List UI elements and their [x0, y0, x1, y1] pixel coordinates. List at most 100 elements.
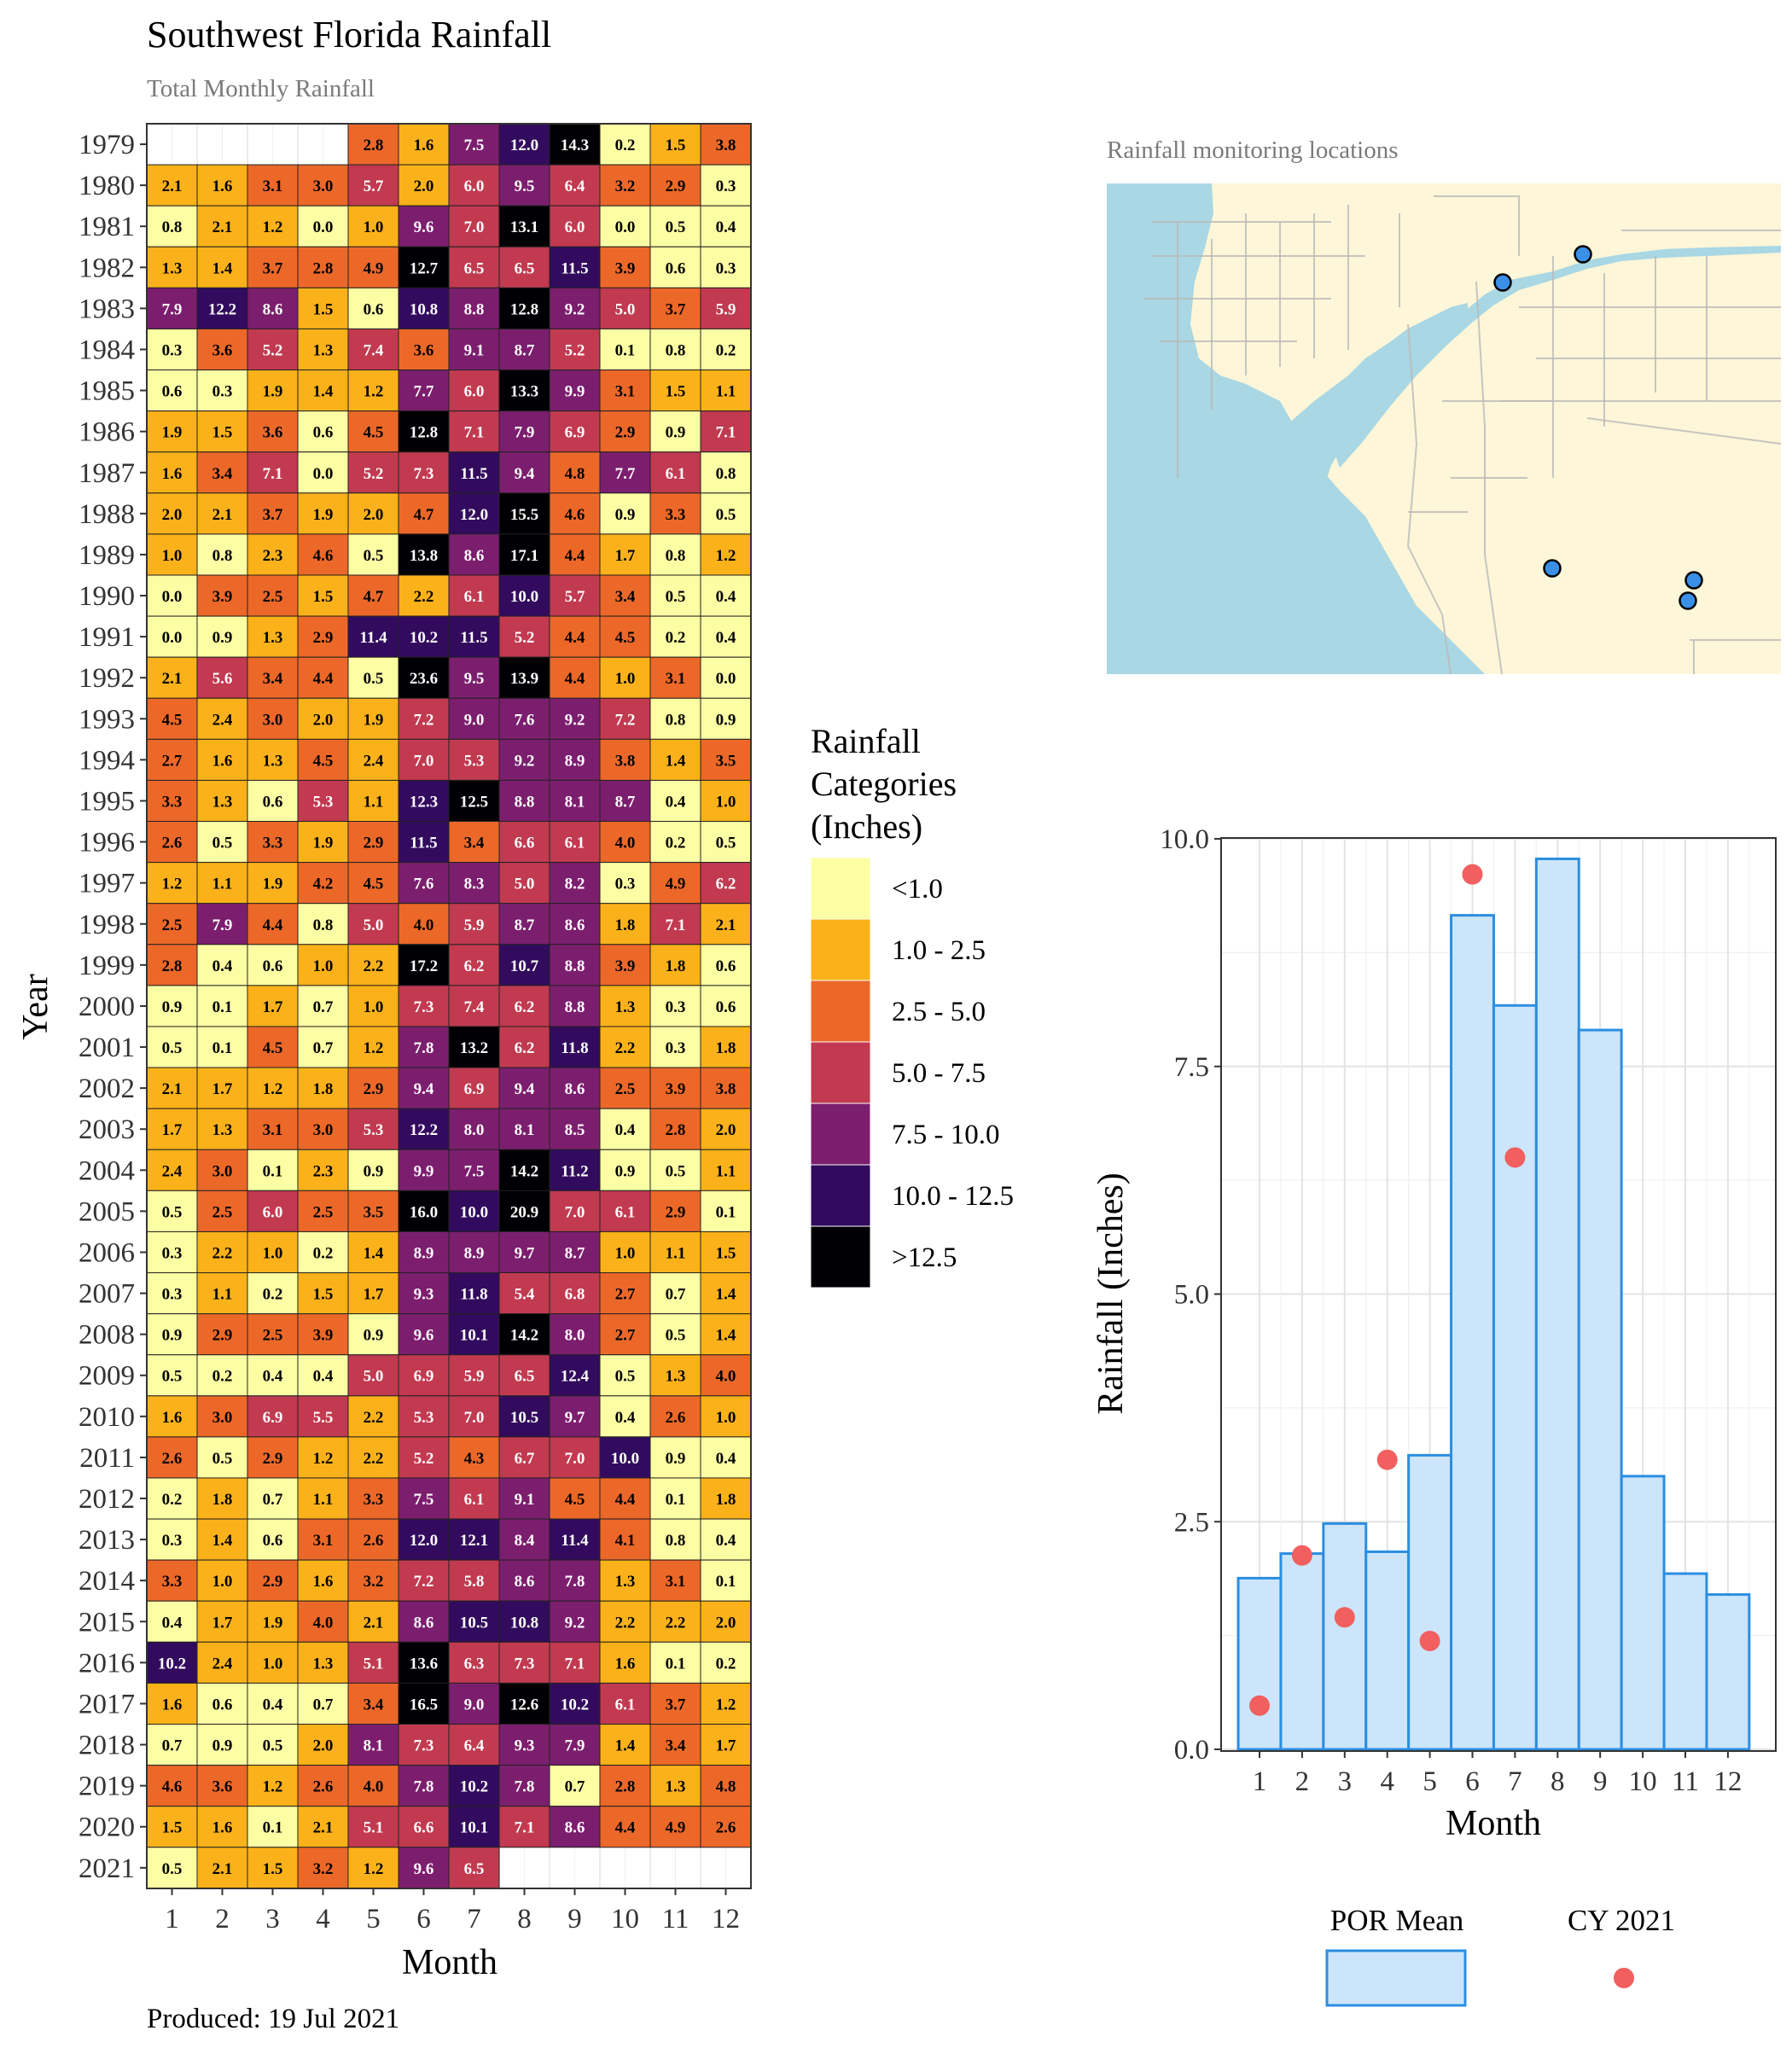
heatmap-cell-label: 7.6 [515, 711, 535, 729]
heatmap-y-tick-label: 1994 [79, 745, 135, 776]
heatmap-cell-label: 17.2 [410, 957, 438, 975]
heatmap-cell-label: 6.1 [464, 588, 485, 606]
heatmap-cell-label: 2.1 [212, 506, 233, 524]
heatmap-cell-label: 8.0 [464, 1121, 485, 1139]
heatmap-y-tick-label: 1999 [79, 951, 135, 981]
heatmap-cell-label: 2.3 [263, 547, 283, 565]
heatmap-cell-label: 8.1 [364, 1737, 384, 1755]
heatmap-cell [247, 164, 299, 207]
heatmap-cell-label: 8.2 [565, 876, 585, 893]
heatmap-x-tick-label: 9 [567, 1904, 582, 1935]
heatmap-cell [196, 1190, 248, 1232]
heatmap-cell-label: 11.4 [561, 1532, 589, 1550]
heatmap-cell [146, 410, 198, 453]
heatmap-cell-label: 12.4 [561, 1368, 590, 1386]
heatmap-cell [498, 615, 550, 658]
point-cy-2021 [1334, 1607, 1355, 1628]
heatmap-cell-label: 11.8 [561, 1039, 588, 1057]
heatmap-cell [398, 1272, 450, 1315]
heatmap-cell-label: 1.3 [666, 1778, 686, 1796]
heatmap-cell [398, 1641, 450, 1684]
heatmap-cell-label: 3.1 [666, 670, 686, 688]
heatmap-cell-label: 3.6 [263, 424, 283, 442]
heatmap-cell-label: 9.4 [414, 1080, 434, 1098]
heatmap-cell [196, 903, 248, 945]
heatmap-cell [146, 944, 198, 986]
heatmap-cell-label: 2.7 [162, 752, 183, 770]
heatmap-cell [196, 451, 248, 494]
heatmap-cell [498, 1026, 550, 1068]
heatmap-cell-label: 0.5 [263, 1737, 283, 1755]
heatmap-cell-label: 0.8 [212, 547, 233, 565]
heatmap-cell-label: 11.4 [359, 629, 387, 647]
heatmap-cell-label: 2.0 [313, 711, 334, 729]
heatmap-cell-label: 2.9 [263, 1450, 283, 1468]
heatmap-cell [599, 944, 651, 986]
heatmap-cell-label: 0.7 [313, 1039, 334, 1057]
heatmap-cell-label: 9.6 [414, 218, 434, 236]
heatmap-cell-label: 7.0 [414, 752, 434, 770]
heatmap-cell [146, 1559, 198, 1602]
heatmap-cell [498, 985, 550, 1027]
legend-swatch [810, 857, 871, 920]
heatmap-cell-label: 6.6 [515, 835, 535, 852]
bar-chart-x-tick-label: 11 [1672, 1766, 1699, 1797]
heatmap-cell-label: 10.5 [510, 1409, 538, 1427]
heatmap-cell-label: 0.6 [666, 259, 686, 277]
heatmap-cell-label: 1.9 [263, 876, 283, 893]
legend-label-por-mean: POR Mean [1330, 1904, 1464, 1937]
heatmap-cell [196, 1354, 248, 1397]
heatmap-cell [549, 821, 601, 864]
heatmap-cell [700, 1190, 752, 1232]
heatmap-cell [347, 205, 399, 247]
heatmap-cell [549, 903, 601, 945]
bar-por-mean [1322, 1521, 1368, 1751]
heatmap-cell [599, 862, 651, 905]
heatmap-cell [649, 287, 701, 329]
heatmap-cell [347, 1682, 399, 1725]
heatmap-cell-label: 0.2 [716, 1655, 736, 1673]
heatmap-cell-label: 2.6 [162, 835, 183, 852]
heatmap-cell-label: 10.2 [561, 1696, 589, 1713]
heatmap-cell-label: 1.1 [212, 876, 233, 893]
heatmap-cell-label: 4.0 [414, 916, 434, 934]
heatmap-cell [398, 1231, 450, 1274]
heatmap-cell-label: 1.6 [212, 752, 233, 770]
heatmap-cell [448, 1313, 500, 1356]
heatmap-cell-label: 0.3 [716, 177, 736, 195]
heatmap-cell [498, 1765, 550, 1807]
heatmap-cell-label: 4.6 [313, 547, 334, 565]
heatmap-cell-label: 0.9 [364, 1162, 384, 1180]
legend-label: 2.5 - 5.0 [892, 997, 986, 1027]
heatmap-cell-label: 3.3 [263, 835, 283, 852]
legend-label: 7.5 - 10.0 [892, 1120, 1000, 1150]
heatmap-cell-label: 5.0 [364, 1368, 384, 1386]
heatmap-cell-label: 3.9 [212, 588, 233, 606]
heatmap-cell [549, 656, 601, 699]
heatmap-cell [700, 738, 752, 781]
heatmap-cell [196, 1682, 248, 1725]
heatmap-cell-label: 1.7 [263, 998, 283, 1016]
heatmap-cell-label: 6.1 [666, 465, 686, 483]
heatmap-y-tick-label: 2017 [79, 1689, 135, 1719]
heatmap-cell [549, 1518, 601, 1561]
heatmap-cell-label: 0.1 [212, 998, 233, 1016]
heatmap-cell-label: 23.6 [410, 670, 438, 688]
heatmap-cell [398, 1477, 450, 1520]
heatmap-cell [146, 1641, 198, 1684]
heatmap-cell-label: 1.1 [212, 1286, 233, 1304]
heatmap-cell-label: 0.9 [615, 1162, 636, 1180]
heatmap-cell [599, 1067, 651, 1109]
heatmap-cell-label: 9.0 [464, 711, 485, 729]
heatmap-cell-label: 1.6 [162, 1696, 183, 1713]
heatmap-cell-label: 0.0 [615, 218, 636, 236]
heatmap-cell [297, 1641, 349, 1684]
heatmap-cell [448, 1026, 500, 1068]
heatmap-cell [498, 656, 550, 699]
heatmap-cell [297, 697, 349, 740]
heatmap-cell-label: 2.9 [615, 424, 636, 442]
heatmap-cell-label: 0.5 [615, 1368, 636, 1386]
heatmap-cell-label: 7.8 [414, 1039, 434, 1057]
heatmap-cell [297, 615, 349, 658]
heatmap-cell-label: 1.0 [615, 670, 636, 688]
